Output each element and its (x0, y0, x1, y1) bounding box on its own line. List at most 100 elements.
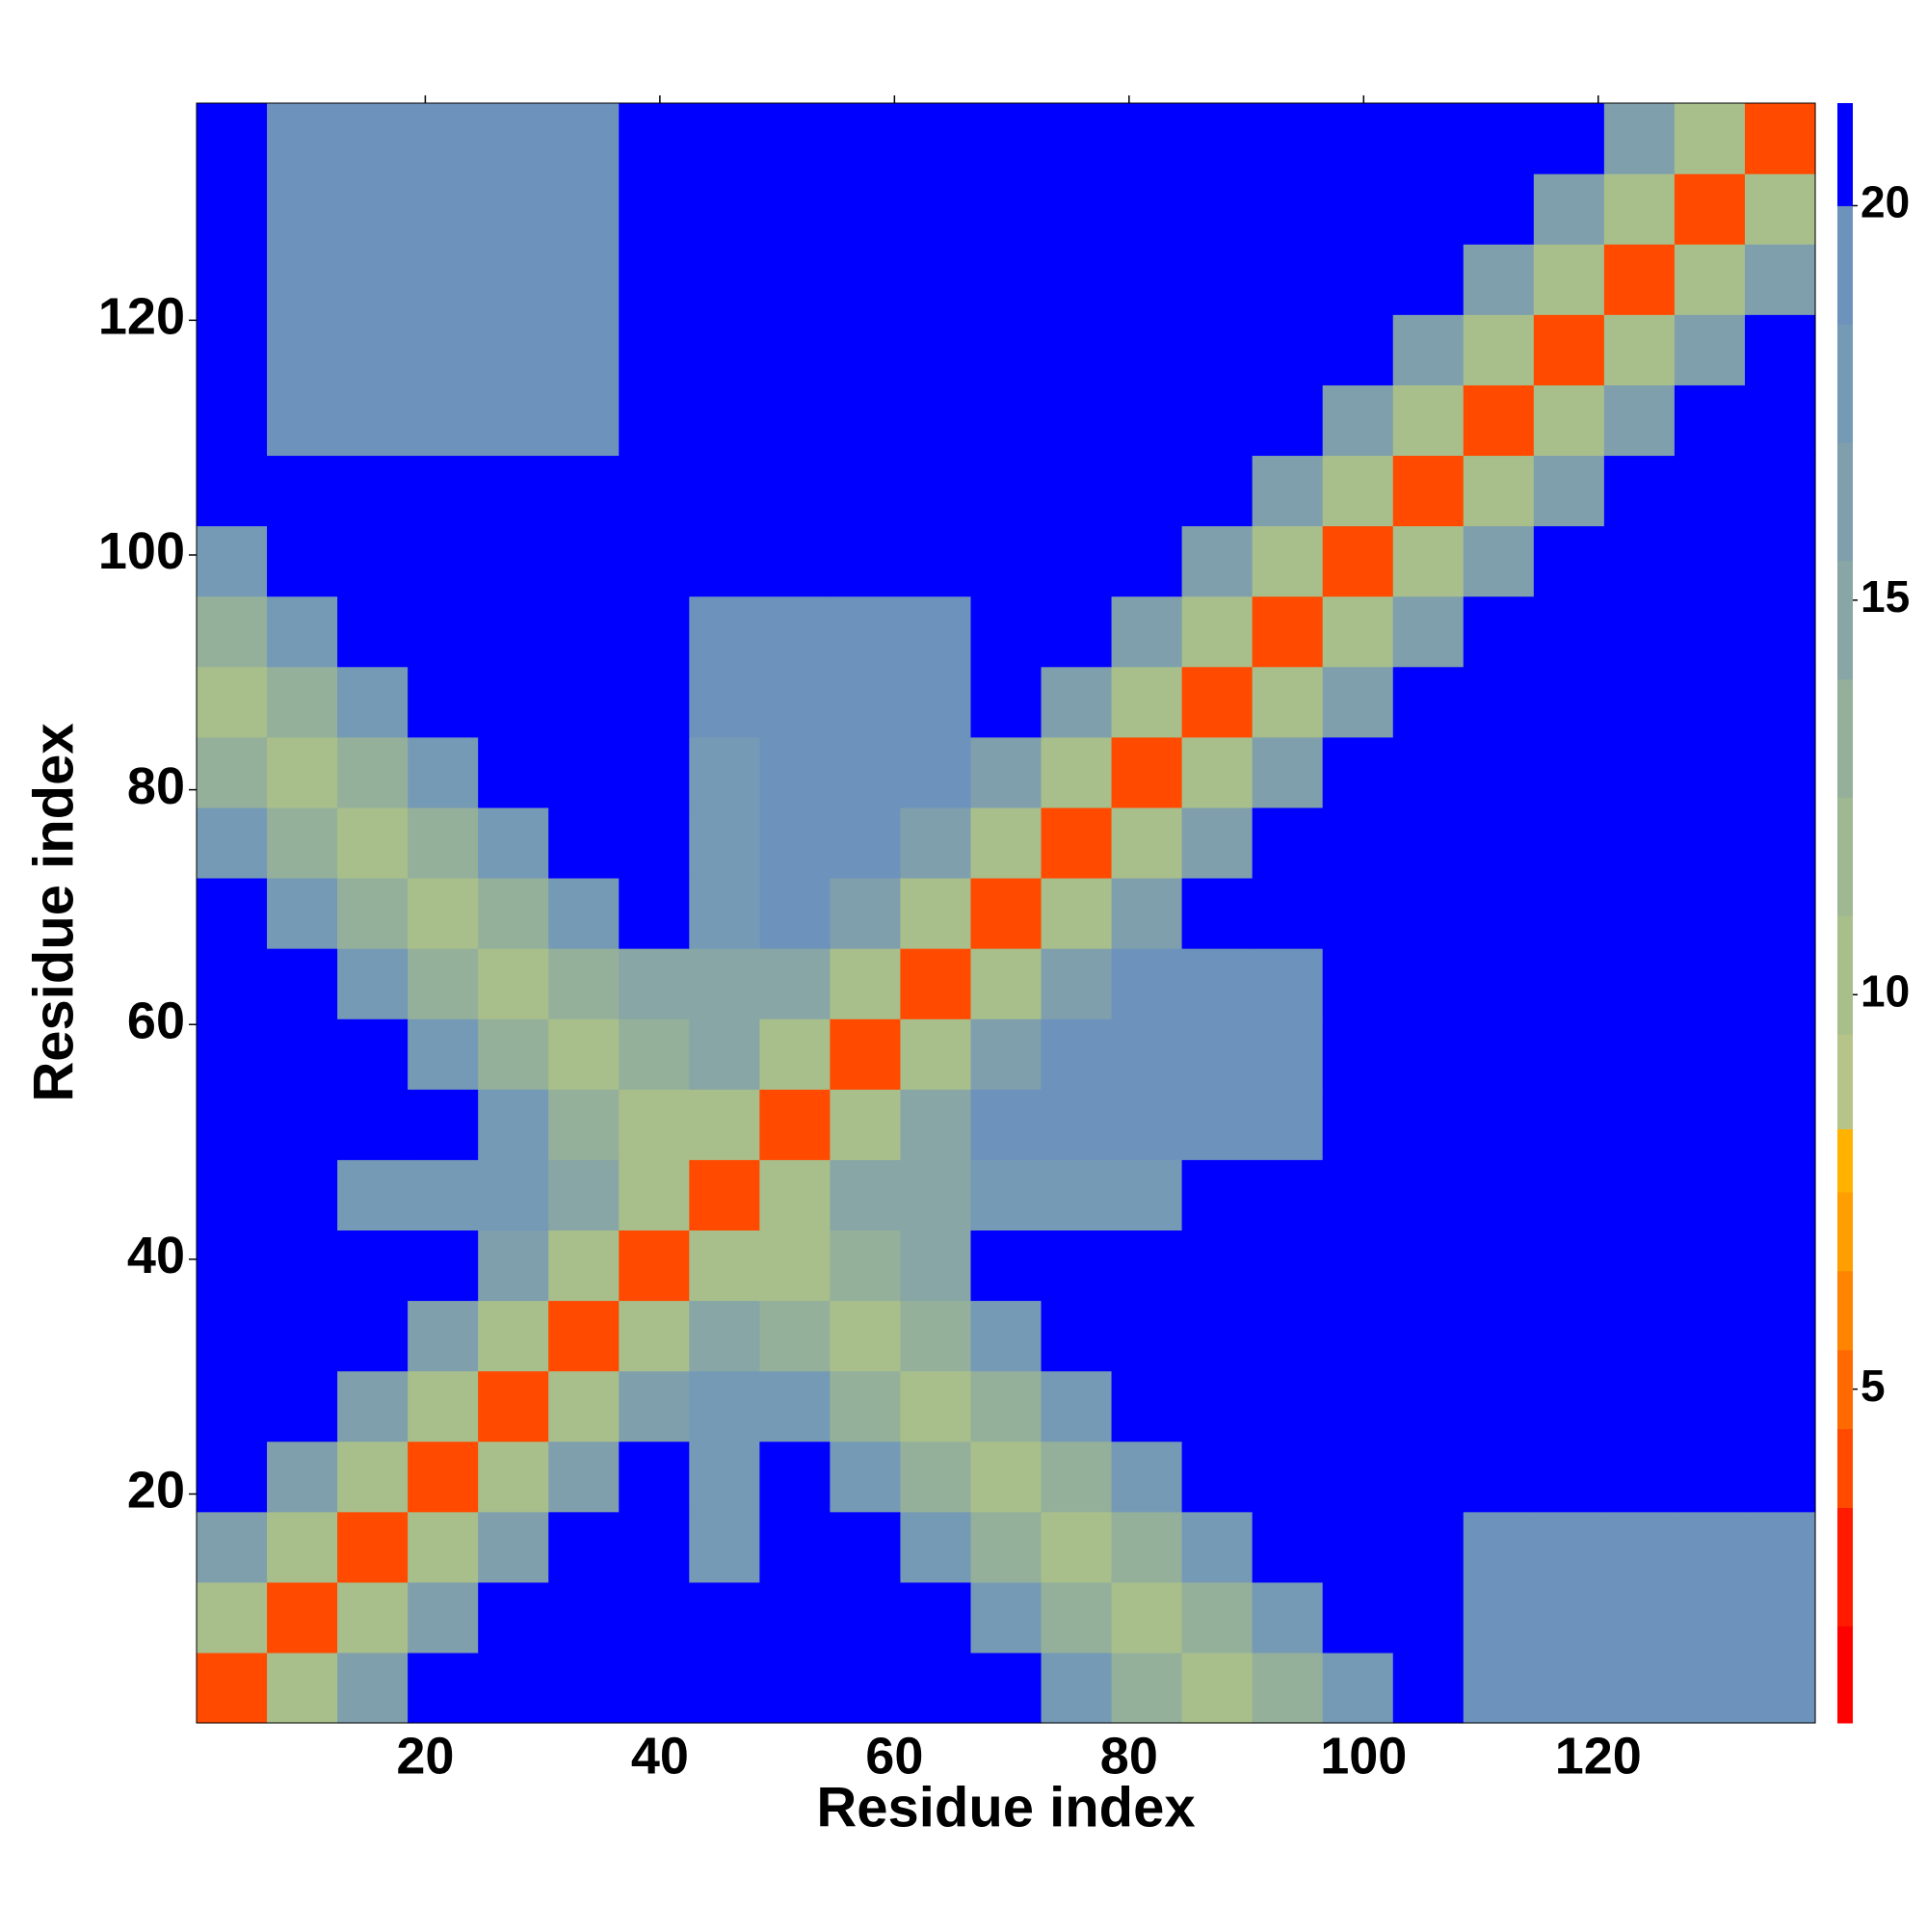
heatmap-cell (478, 1441, 549, 1513)
heatmap-cell (1744, 384, 1816, 457)
heatmap-cell (1392, 666, 1465, 738)
heatmap-cell (1533, 384, 1605, 457)
heatmap-cell (1041, 1159, 1113, 1231)
heatmap-cell (619, 1652, 690, 1724)
heatmap-cell (619, 314, 690, 385)
heatmap-cell (478, 595, 549, 668)
heatmap-cell (1041, 1652, 1113, 1724)
heatmap-cell (1181, 1300, 1254, 1372)
heatmap-cell (1392, 807, 1465, 879)
heatmap-cell (1603, 525, 1676, 597)
heatmap-cell (1181, 1441, 1254, 1513)
heatmap-cell (900, 1089, 972, 1160)
heatmap-cell (1744, 173, 1816, 245)
heatmap-cell (337, 736, 409, 808)
heatmap-cell (1322, 173, 1394, 245)
heatmap-cell (689, 1581, 760, 1654)
heatmap-cell (759, 1300, 831, 1372)
heatmap-cell (197, 173, 268, 245)
heatmap-cell (337, 666, 409, 738)
heatmap-cell (337, 1300, 409, 1372)
plot-frame (196, 102, 1816, 1724)
heatmap-cell (197, 1230, 268, 1302)
heatmap-cell (1463, 1441, 1535, 1513)
heatmap-cell (1603, 1019, 1676, 1090)
heatmap-cell (689, 103, 760, 174)
heatmap-cell (759, 1652, 831, 1724)
heatmap-cell (689, 455, 760, 527)
heatmap-cell (759, 525, 831, 597)
heatmap-cell (408, 736, 479, 808)
heatmap-cell (1252, 314, 1324, 385)
heatmap-cell (267, 1652, 338, 1724)
heatmap-cell (900, 948, 972, 1019)
heatmap-cell (1463, 948, 1535, 1019)
y-tick-label: 80 (127, 757, 185, 815)
heatmap-cell (1463, 314, 1535, 385)
x-axis-label: Residue index (816, 1776, 1195, 1839)
heatmap-cell (267, 948, 338, 1019)
heatmap-cell (1463, 666, 1535, 738)
heatmap-cell (408, 1652, 479, 1724)
heatmap-cell (1533, 666, 1605, 738)
heatmap-cell (478, 877, 549, 949)
heatmap-cell (1041, 525, 1113, 597)
heatmap-cell (1111, 1441, 1183, 1513)
heatmap-cell (1041, 1511, 1113, 1583)
heatmap-cell (1603, 666, 1676, 738)
heatmap-cell (1041, 1019, 1113, 1090)
heatmap-cell (830, 807, 902, 879)
heatmap-cell (1322, 384, 1394, 457)
heatmap-cell (1674, 1300, 1746, 1372)
heatmap-cell (1111, 103, 1183, 174)
heatmap-cell (267, 1370, 338, 1442)
heatmap-cell (1744, 807, 1816, 879)
heatmap-cell (1392, 384, 1465, 457)
heatmap-cell (619, 244, 690, 315)
heatmap-cell (1181, 244, 1254, 315)
heatmap-cell (478, 807, 549, 879)
heatmap-cell (267, 807, 338, 879)
heatmap-cell (1744, 1511, 1816, 1583)
heatmap-cell (1322, 1230, 1394, 1302)
heatmap-cell (900, 807, 972, 879)
heatmap-cell (1674, 736, 1746, 808)
heatmap-cell (548, 244, 620, 315)
heatmap-cell (197, 948, 268, 1019)
heatmap-cell (548, 807, 620, 879)
heatmap-cell (478, 666, 549, 738)
heatmap-cell (408, 1230, 479, 1302)
heatmap-cell (1252, 1019, 1324, 1090)
heatmap-cell (830, 1370, 902, 1442)
heatmap-cell (830, 1089, 902, 1160)
heatmap-cell (1181, 736, 1254, 808)
heatmap-cell (619, 1370, 690, 1442)
heatmap-cell (1392, 1581, 1465, 1654)
heatmap-cell (619, 736, 690, 808)
heatmap-cell (408, 1581, 479, 1654)
heatmap-cell (337, 1159, 409, 1231)
heatmap-cell (1181, 807, 1254, 879)
colorbar-segment (1837, 1428, 1853, 1508)
heatmap-cell (197, 1019, 268, 1090)
heatmap-cell (1674, 1089, 1746, 1160)
heatmap-cell (548, 1230, 620, 1302)
heatmap-cell (619, 807, 690, 879)
heatmap-cell (1392, 1089, 1465, 1160)
colorbar-segment (1837, 1349, 1853, 1430)
heatmap-cell (900, 1370, 972, 1442)
heatmap-cell (619, 525, 690, 597)
heatmap-cell (1322, 666, 1394, 738)
heatmap-cell (337, 1089, 409, 1160)
heatmap-cell (197, 877, 268, 949)
heatmap-cell (759, 1511, 831, 1583)
heatmap-cell (267, 1230, 338, 1302)
heatmap-cell (830, 948, 902, 1019)
heatmap-cell (830, 244, 902, 315)
colorbar-segment (1837, 1128, 1853, 1193)
heatmap-cell (1252, 384, 1324, 457)
heatmap-cell (900, 103, 972, 174)
heatmap-cell (1111, 1300, 1183, 1372)
heatmap-cell (548, 1581, 620, 1654)
